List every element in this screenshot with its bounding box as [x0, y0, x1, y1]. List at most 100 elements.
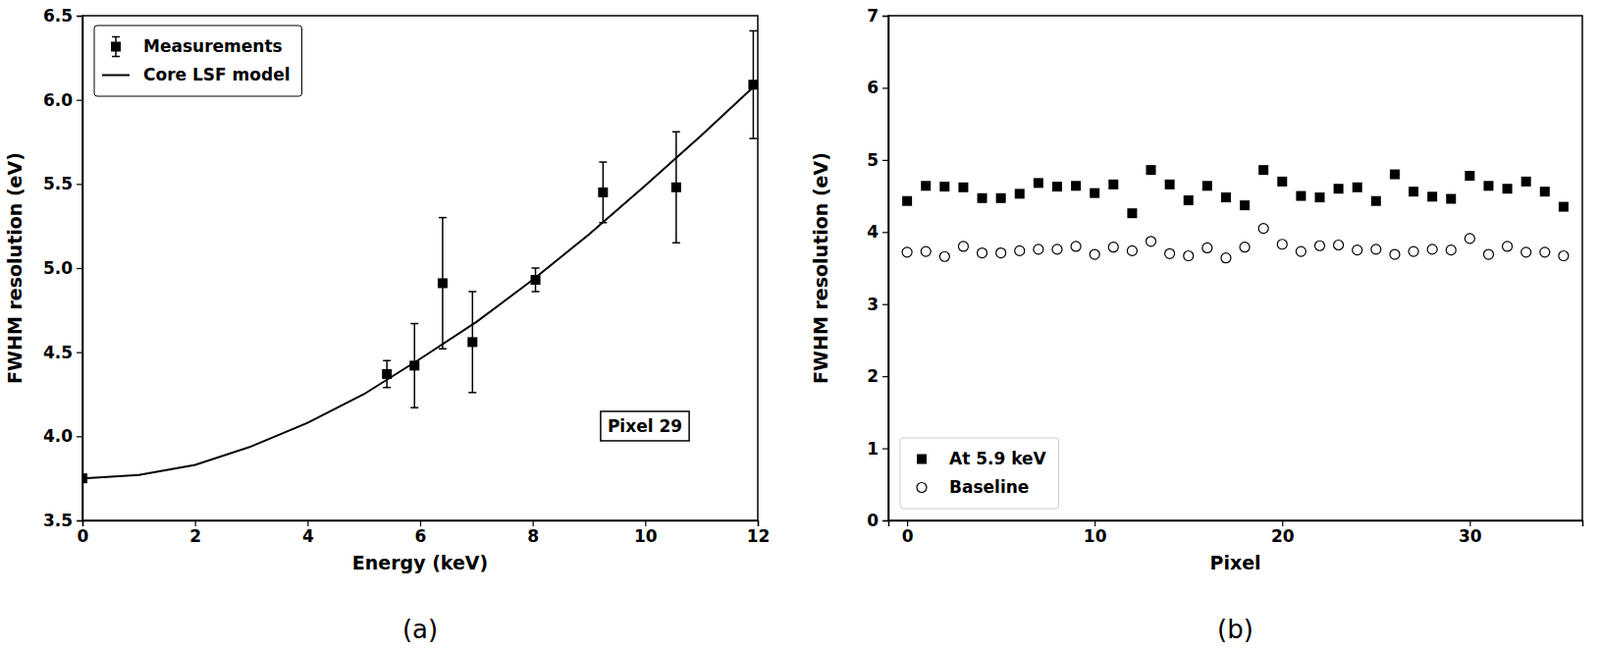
data-point: [1314, 192, 1325, 203]
data-point: [1408, 246, 1419, 257]
data-point: [1146, 236, 1157, 247]
error-bar: [438, 217, 447, 350]
data-point: [958, 182, 968, 193]
figure: 0246810123.54.04.55.05.56.06.5Energy (ke…: [0, 0, 1600, 651]
legend-box: [900, 437, 1060, 509]
data-point: [920, 180, 931, 191]
x-tick: 12: [746, 520, 771, 546]
data-point: [977, 193, 988, 204]
data-point: [977, 248, 988, 259]
x-axis-title: Pixel: [1209, 551, 1261, 574]
x-tick-label: 4: [302, 526, 315, 546]
legend-symbol: [916, 454, 927, 465]
legend-line: [102, 74, 130, 77]
data-point: [1277, 176, 1287, 187]
panel-label: (a): [402, 614, 438, 644]
data-point: [1033, 177, 1044, 188]
data-point: [996, 193, 1007, 204]
y-tick: 7: [866, 5, 889, 26]
data-point: [1126, 245, 1137, 256]
x-tick: 0: [77, 520, 90, 546]
error-bar-cap: [748, 30, 757, 33]
data-point: [1126, 208, 1137, 218]
legend-error: [111, 36, 120, 39]
y-tick: 0: [866, 510, 889, 531]
data-point: [1014, 245, 1025, 256]
y-tick: 3.5: [43, 510, 83, 531]
data-point: [1408, 186, 1419, 197]
y-tick-mark: [882, 520, 889, 522]
error-bar-cap: [438, 216, 447, 219]
x-axis: 024681012: [77, 520, 771, 546]
data-point: [1371, 196, 1382, 207]
error-bar-cap: [672, 242, 681, 245]
x-tick: 20: [1271, 520, 1295, 546]
legend-box: [94, 25, 303, 97]
data-point: [1089, 249, 1100, 260]
data-point: [1108, 179, 1119, 190]
data-point: [1483, 249, 1494, 260]
y-axis: 01234567: [866, 5, 889, 531]
x-tick: 0: [902, 520, 914, 546]
error-bar-cap: [468, 391, 477, 394]
x-tick: 2: [189, 520, 202, 546]
y-tick-mark: [76, 267, 83, 269]
x-tick: 6: [415, 520, 427, 546]
data-point: [1295, 191, 1306, 202]
data-point: [939, 251, 950, 262]
error-bar-cap: [672, 130, 681, 133]
panel: 010203001234567PixelFWHM resolution (eV)…: [809, 5, 1584, 644]
x-tick: 10: [1083, 520, 1108, 546]
legend-marker: [916, 454, 927, 465]
x-axis-title: Energy (keV): [352, 551, 488, 574]
error-bar: [468, 291, 477, 393]
data-point: [1089, 188, 1100, 199]
legend-error: [111, 55, 120, 58]
panel-label: (b): [1217, 614, 1254, 644]
plot-area: [82, 30, 758, 483]
data-point: [1052, 244, 1063, 255]
x-tick: 30: [1458, 520, 1483, 546]
legend-label: Core LSF model: [143, 64, 291, 85]
y-axis-title: FWHM resolution (eV): [3, 152, 26, 384]
y-tick-mark: [882, 447, 889, 449]
y-tick: 3: [866, 294, 889, 315]
data-point: [1483, 180, 1494, 191]
y-tick-label: 3: [866, 294, 879, 315]
plot-frame: [888, 15, 1583, 521]
data-point: [597, 187, 608, 198]
data-point: [467, 336, 478, 347]
panel: 0246810123.54.04.55.05.56.06.5Energy (ke…: [3, 5, 770, 644]
plot-area: [902, 164, 1569, 264]
y-tick: 6.0: [43, 90, 83, 110]
legend-marker: [110, 42, 121, 53]
data-point: [1146, 164, 1157, 175]
data-point: [1108, 242, 1119, 253]
y-tick-mark: [76, 100, 83, 102]
data-point: [1445, 245, 1456, 256]
data-point: [1183, 251, 1194, 262]
legend-label: Baseline: [949, 477, 1029, 497]
x-tick-label: 8: [527, 526, 539, 546]
x-tick: 8: [527, 520, 539, 546]
y-tick-mark: [76, 435, 83, 437]
data-point: [1202, 242, 1213, 253]
data-point: [1052, 181, 1063, 192]
data-point: [902, 247, 912, 258]
y-tick-mark: [882, 160, 889, 161]
annotation: Pixel 29: [600, 411, 690, 441]
data-point: [1221, 253, 1231, 264]
data-point: [1070, 241, 1081, 252]
y-tick: 5.5: [43, 173, 83, 194]
data-point: [1295, 246, 1306, 257]
data-point: [1033, 244, 1044, 255]
x-tick-label: 30: [1458, 526, 1483, 546]
legend-symbol: [102, 74, 130, 76]
y-tick-mark: [76, 352, 83, 354]
error-bar-cap: [468, 290, 477, 293]
data-point: [1165, 248, 1175, 259]
data-point: [1239, 242, 1250, 253]
y-tick-mark: [882, 231, 889, 233]
y-tick: 4.5: [43, 342, 83, 363]
data-point: [1521, 176, 1532, 187]
